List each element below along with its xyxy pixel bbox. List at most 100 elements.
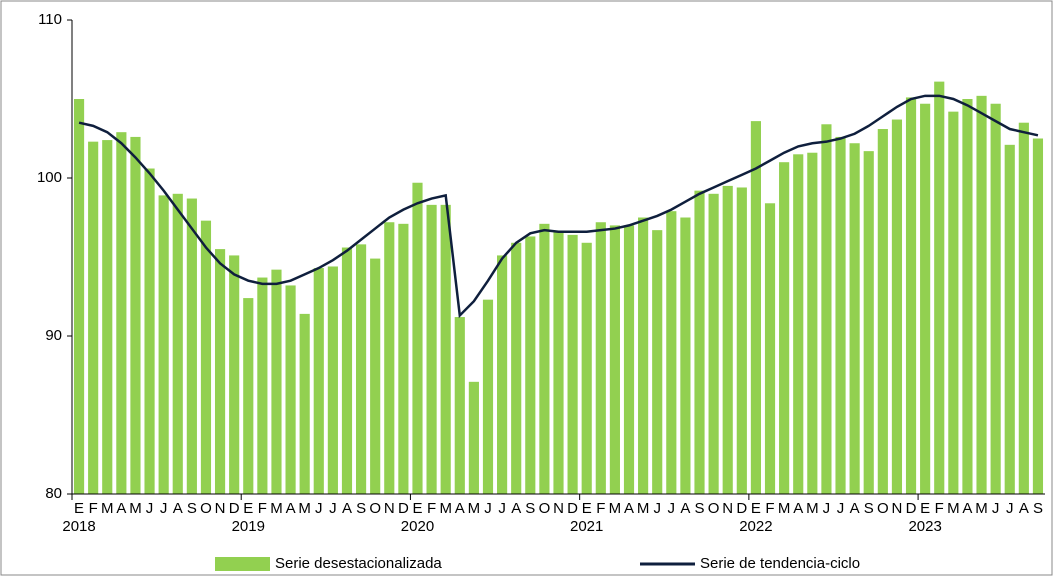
- x-tick-label: N: [215, 500, 226, 517]
- x-tick-label: E: [751, 500, 761, 517]
- x-tick-label: J: [992, 500, 1000, 517]
- x-tick-label: A: [286, 500, 296, 517]
- x-tick-label: F: [427, 500, 436, 517]
- bar: [454, 317, 465, 494]
- bar: [877, 129, 888, 494]
- bar: [962, 99, 973, 494]
- x-tick-label: N: [892, 500, 903, 517]
- bar: [609, 225, 620, 494]
- year-label: 2021: [570, 518, 603, 535]
- x-tick-label: E: [582, 500, 592, 517]
- x-tick-label: J: [484, 500, 492, 517]
- bar: [666, 211, 677, 494]
- bar: [257, 277, 268, 494]
- trend-line: [78, 94, 1039, 319]
- x-tick-label: A: [793, 500, 803, 517]
- bar: [1004, 144, 1015, 494]
- x-tick-label: J: [837, 500, 845, 517]
- x-tick-label: D: [398, 500, 409, 517]
- x-tick-label: F: [596, 500, 605, 517]
- x-tick-label: A: [511, 500, 521, 517]
- bar: [595, 222, 606, 495]
- x-tick-label: O: [369, 500, 381, 517]
- x-tick-label: S: [864, 500, 874, 517]
- x-tick-label: S: [1033, 500, 1043, 517]
- bar: [750, 121, 761, 495]
- year-label: 2018: [62, 518, 95, 535]
- bar: [708, 193, 719, 495]
- bar: [440, 204, 451, 495]
- x-tick-label: N: [384, 500, 395, 517]
- x-tick-label: J: [329, 500, 337, 517]
- bar: [849, 143, 860, 495]
- x-tick-label: F: [89, 500, 98, 517]
- x-tick-label: O: [877, 500, 889, 517]
- x-tick-label: E: [412, 500, 422, 517]
- x-tick-label: S: [187, 500, 197, 517]
- x-tick-label: S: [525, 500, 535, 517]
- bar: [214, 249, 226, 494]
- bar: [567, 234, 578, 494]
- bar: [341, 247, 353, 494]
- bar: [116, 132, 127, 494]
- bar: [271, 269, 282, 494]
- x-tick-label: J: [160, 500, 168, 517]
- y-tick-label: 80: [45, 485, 62, 502]
- x-tick-label: D: [229, 500, 240, 517]
- bar: [370, 258, 381, 494]
- bar: [412, 182, 423, 495]
- bar: [102, 140, 113, 494]
- bar: [243, 298, 254, 494]
- bar: [736, 187, 747, 495]
- x-tick-label: A: [173, 500, 183, 517]
- x-tick-label: M: [806, 500, 819, 517]
- x-tick-label: N: [553, 500, 564, 517]
- x-tick-label: F: [258, 500, 267, 517]
- x-tick-label: M: [947, 500, 960, 517]
- bar: [299, 313, 310, 494]
- x-tick-label: S: [356, 500, 366, 517]
- x-tick-label: A: [850, 500, 860, 517]
- x-tick-label: E: [74, 500, 84, 517]
- bar: [158, 195, 169, 494]
- year-label: 2020: [401, 518, 434, 535]
- bar: [186, 198, 197, 495]
- bar: [821, 124, 832, 494]
- x-tick-label: J: [498, 500, 506, 517]
- x-tick-label: J: [653, 500, 661, 517]
- legend-label: Serie de tendencia-ciclo: [700, 555, 860, 572]
- x-tick-label: D: [567, 500, 578, 517]
- x-tick-label: S: [695, 500, 705, 517]
- x-tick-label: A: [624, 500, 634, 517]
- bar: [793, 154, 804, 495]
- x-tick-label: M: [101, 500, 114, 517]
- bar: [722, 185, 733, 494]
- x-tick-label: M: [609, 500, 622, 517]
- x-tick-label: F: [935, 500, 944, 517]
- y-tick-label: 110: [38, 11, 62, 28]
- x-tick-label: M: [468, 500, 481, 517]
- x-tick-label: M: [298, 500, 311, 517]
- year-label: 2023: [908, 518, 941, 535]
- x-tick-label: O: [200, 500, 212, 517]
- x-tick-label: A: [962, 500, 972, 517]
- bar: [468, 381, 479, 494]
- legend-swatch: [215, 557, 270, 571]
- bar: [680, 217, 691, 494]
- bar: [905, 97, 917, 495]
- x-tick-label: E: [920, 500, 930, 517]
- bar: [764, 203, 776, 494]
- bar: [88, 141, 99, 494]
- x-tick-label: M: [270, 500, 283, 517]
- x-tick-label: N: [722, 500, 733, 517]
- x-tick-label: A: [1019, 500, 1029, 517]
- bar: [482, 299, 494, 494]
- x-tick-label: J: [668, 500, 676, 517]
- bar: [638, 217, 649, 494]
- bar: [920, 103, 931, 495]
- bar: [1032, 138, 1044, 494]
- x-tick-label: D: [906, 500, 917, 517]
- bar: [976, 95, 987, 494]
